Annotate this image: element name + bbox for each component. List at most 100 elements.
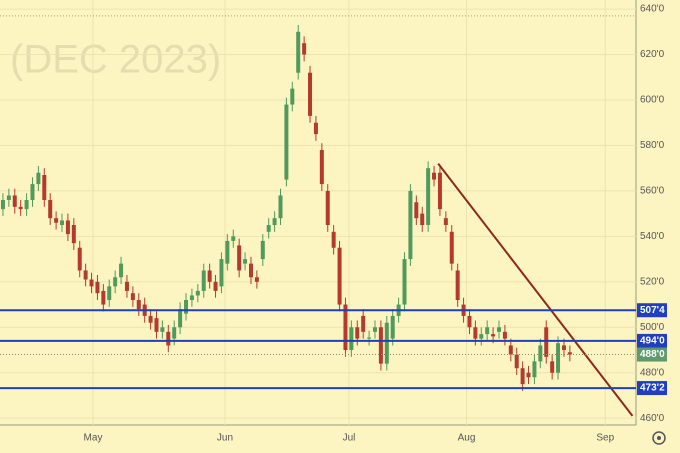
- candle-body: [237, 245, 242, 271]
- level-label: 507'4: [640, 305, 665, 316]
- candle-body: [201, 270, 206, 291]
- last-price-box: [637, 347, 667, 362]
- y-tick-label: 600'0: [640, 95, 665, 106]
- candle-body: [195, 290, 200, 296]
- candle-body: [420, 213, 425, 225]
- trendline: [437, 163, 634, 417]
- candle-body: [443, 218, 448, 225]
- candle-body: [520, 368, 525, 385]
- candle-body: [113, 277, 118, 287]
- x-tick-label: Jun: [217, 433, 233, 444]
- candle-body: [278, 195, 283, 219]
- candle-body: [178, 309, 183, 328]
- candle-body: [189, 295, 194, 300]
- candle-body: [219, 259, 224, 287]
- candle-body: [296, 31, 301, 73]
- level-label-box: [637, 303, 667, 318]
- x-tick-label: Sep: [596, 433, 614, 444]
- candle-body: [166, 331, 171, 346]
- candle-body: [302, 43, 307, 55]
- candle-body: [48, 200, 53, 219]
- candle-body: [473, 327, 478, 339]
- candle-body: [6, 195, 11, 200]
- candle-body: [556, 343, 561, 373]
- candle-body: [414, 202, 419, 219]
- candle-body: [231, 236, 236, 241]
- candle-body: [372, 327, 377, 332]
- candle-body: [12, 195, 17, 207]
- candle-body: [24, 200, 29, 210]
- candle-body: [561, 345, 566, 350]
- candle-body: [119, 263, 124, 278]
- candle-body: [30, 184, 35, 200]
- candle-body: [266, 225, 271, 232]
- candle-body: [496, 327, 501, 332]
- candle-body: [502, 331, 507, 339]
- candle-body: [361, 315, 366, 332]
- candle-body: [467, 315, 472, 328]
- candle-body: [54, 218, 59, 223]
- candle-body: [225, 240, 230, 264]
- candle-body: [0, 200, 5, 210]
- candle-body: [254, 277, 259, 282]
- candle-body: [514, 354, 519, 369]
- candle-body: [243, 259, 248, 264]
- candle-body: [349, 327, 354, 350]
- y-tick-label: 520'0: [640, 276, 665, 287]
- candle-body: [284, 104, 289, 180]
- candle-body: [36, 172, 41, 185]
- x-tick-label: Jul: [343, 433, 356, 444]
- candle-body: [95, 281, 100, 294]
- candle-body: [42, 175, 47, 200]
- candle-body: [508, 345, 513, 355]
- candle-body: [313, 122, 318, 135]
- level-label-box: [637, 381, 667, 396]
- y-tick-label: 500'0: [640, 322, 665, 333]
- candle-body: [89, 279, 94, 287]
- candle-body: [526, 372, 531, 378]
- candle-body: [390, 315, 395, 339]
- last-price-label: 488'0: [640, 349, 665, 360]
- candle-body: [355, 327, 360, 339]
- y-tick-label: 480'0: [640, 367, 665, 378]
- candle-body: [71, 225, 76, 244]
- candle-body: [408, 190, 413, 260]
- candle-body: [136, 300, 141, 310]
- candle-body: [18, 206, 23, 210]
- candle-body: [260, 240, 265, 260]
- y-tick-label: 460'0: [640, 413, 665, 424]
- candle-body: [148, 315, 153, 323]
- candle-body: [343, 304, 348, 350]
- level-label: 494'0: [640, 336, 665, 347]
- candle-body: [207, 270, 212, 282]
- candle-body: [160, 327, 165, 332]
- candle-body: [290, 88, 295, 105]
- candle-body: [325, 190, 330, 225]
- x-tick-label: Aug: [458, 433, 476, 444]
- candle-body: [154, 318, 159, 332]
- candle-body: [319, 150, 324, 185]
- candle-body: [77, 247, 82, 271]
- level-label: 473'2: [640, 383, 665, 394]
- candle-body: [437, 172, 442, 210]
- watermark: (DEC 2023): [10, 38, 221, 82]
- candle-body: [426, 168, 431, 225]
- candle-body: [532, 361, 537, 378]
- settings-icon[interactable]: [652, 431, 666, 445]
- candle-body: [337, 247, 342, 305]
- candle-body: [213, 281, 218, 291]
- candle-body: [308, 72, 313, 116]
- level-label-box: [637, 333, 667, 348]
- candle-body: [550, 361, 555, 373]
- candle-body: [384, 322, 389, 364]
- candle-body: [184, 300, 189, 314]
- y-tick-label: 540'0: [640, 231, 665, 242]
- candle-body: [172, 327, 177, 339]
- candle-body: [378, 327, 383, 364]
- candle-body: [479, 334, 484, 339]
- candle-body: [491, 334, 496, 337]
- candle-body: [449, 231, 454, 264]
- candle-body: [455, 270, 460, 300]
